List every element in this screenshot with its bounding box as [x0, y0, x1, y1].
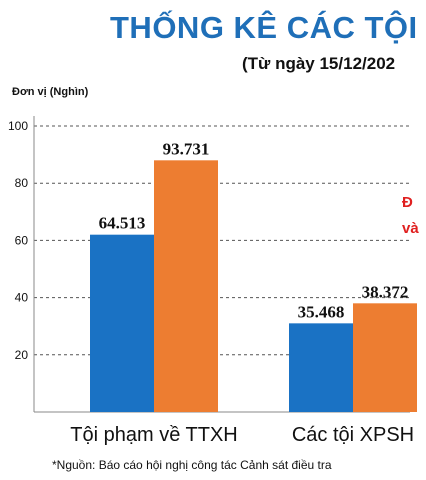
source-note: *Nguồn: Báo cáo hội nghị công tác Cảnh s… — [52, 458, 332, 472]
chart-subtitle: (Từ ngày 15/12/202 — [242, 54, 396, 73]
y-tick-label: 60 — [15, 233, 29, 247]
side-note: Đ và — [402, 190, 419, 242]
bar — [154, 160, 218, 412]
data-label: 35.468 — [298, 302, 345, 321]
y-axis-unit-label: Đơn vị (Nghìn) — [12, 86, 89, 98]
bar — [90, 234, 154, 412]
x-category-label: Các tội XPSH — [292, 424, 414, 446]
side-note-line: Đ — [402, 194, 413, 211]
y-tick-label: 100 — [8, 119, 28, 133]
bar — [289, 323, 353, 412]
side-note-line: và — [402, 220, 419, 237]
data-label: 38.372 — [362, 282, 409, 301]
data-label: 64.513 — [99, 214, 146, 233]
y-tick-label: 20 — [15, 348, 29, 362]
data-label: 93.731 — [163, 139, 210, 158]
bar — [353, 303, 417, 412]
chart-title: THỐNG KÊ CÁC TỘI — [110, 10, 418, 45]
y-tick-label: 40 — [15, 291, 29, 305]
y-tick-label: 80 — [15, 176, 29, 190]
x-category-label: Tội phạm về TTXH — [70, 424, 237, 446]
